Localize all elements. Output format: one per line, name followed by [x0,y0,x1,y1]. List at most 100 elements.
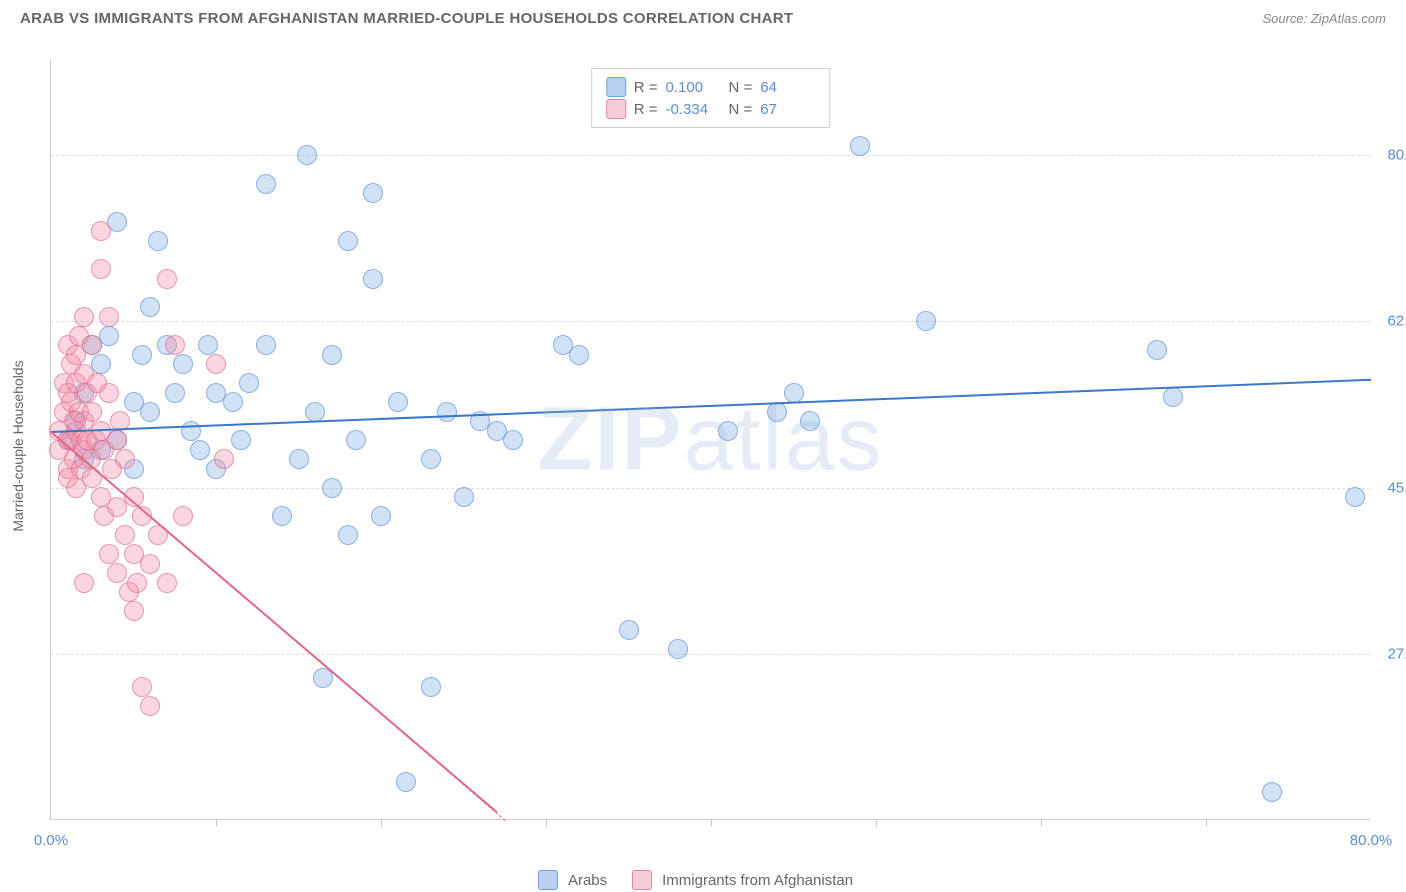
legend-series-name: Immigrants from Afghanistan [662,872,853,889]
data-point [437,402,457,422]
data-point [99,544,119,564]
data-point [718,421,738,441]
data-point [206,354,226,374]
data-point [173,506,193,526]
data-point [346,430,366,450]
data-point [115,525,135,545]
data-point [107,430,127,450]
chart-area: ZIPatlas R =0.100N =64R =-0.334N =67 27.… [50,60,1370,820]
data-point [363,183,383,203]
data-point [74,573,94,593]
legend-swatch [632,870,652,890]
data-point [165,335,185,355]
data-point [396,772,416,792]
data-point [223,392,243,412]
data-point [157,269,177,289]
data-point [82,335,102,355]
legend-swatch [606,99,626,119]
legend-series-name: Arabs [568,872,607,889]
data-point [1345,487,1365,507]
data-point [198,335,218,355]
legend-n-value: 64 [760,79,815,96]
data-point [132,677,152,697]
data-point [127,573,147,593]
data-point [107,563,127,583]
legend-r-label: R = [634,79,658,96]
data-point [338,231,358,251]
data-point [140,297,160,317]
gridline [51,654,1370,655]
y-tick-label: 62.5% [1375,313,1406,330]
data-point [157,573,177,593]
data-point [165,383,185,403]
data-point [214,449,234,469]
data-point [421,449,441,469]
data-point [256,335,276,355]
legend-swatch [538,870,558,890]
data-point [916,311,936,331]
data-point [91,221,111,241]
y-tick-label: 27.5% [1375,645,1406,662]
data-point [132,345,152,365]
data-point [289,449,309,469]
data-point [239,373,259,393]
data-point [173,354,193,374]
x-tick-label: 0.0% [34,832,68,849]
y-tick-label: 80.0% [1375,147,1406,164]
regression-line [306,649,505,821]
x-tick-label: 80.0% [1350,832,1393,849]
legend-n-label: N = [729,79,753,96]
correlation-legend: R = 0.100 N = 64 R =-0.334N =67 [591,68,831,128]
data-point [305,402,325,422]
data-point [140,696,160,716]
data-point [91,259,111,279]
legend-swatch [606,77,626,97]
x-tick [546,819,547,827]
data-point [181,421,201,441]
data-point [74,307,94,327]
x-tick [216,819,217,827]
y-tick-label: 45.0% [1375,479,1406,496]
data-point [800,411,820,431]
data-point [569,345,589,365]
data-point [454,487,474,507]
data-point [338,525,358,545]
chart-title: ARAB VS IMMIGRANTS FROM AFGHANISTAN MARR… [20,10,793,27]
data-point [99,307,119,327]
data-point [115,449,135,469]
data-point [190,440,210,460]
legend-row: R =-0.334N =67 [606,99,816,119]
data-point [272,506,292,526]
data-point [388,392,408,412]
gridline [51,155,1370,156]
data-point [231,430,251,450]
data-point [148,231,168,251]
data-point [1147,340,1167,360]
legend-row: R = 0.100 N = 64 [606,77,816,97]
x-tick [381,819,382,827]
data-point [421,677,441,697]
data-point [124,601,144,621]
data-point [297,145,317,165]
data-point [140,554,160,574]
data-point [784,383,804,403]
plot-area: ZIPatlas R =0.100N =64R =-0.334N =67 27.… [50,60,1370,820]
legend-r-value: 0.100 [666,79,721,96]
source-attribution: Source: ZipAtlas.com [1262,11,1386,26]
legend-n-value: 67 [760,101,815,118]
x-tick [711,819,712,827]
data-point [256,174,276,194]
data-point [850,136,870,156]
data-point [322,345,342,365]
x-tick [1041,819,1042,827]
watermark: ZIPatlas [537,388,883,491]
data-point [668,639,688,659]
data-point [503,430,523,450]
x-tick [1206,819,1207,827]
data-point [1163,387,1183,407]
data-point [82,402,102,422]
data-point [99,383,119,403]
data-point [140,402,160,422]
data-point [322,478,342,498]
gridline [51,321,1370,322]
